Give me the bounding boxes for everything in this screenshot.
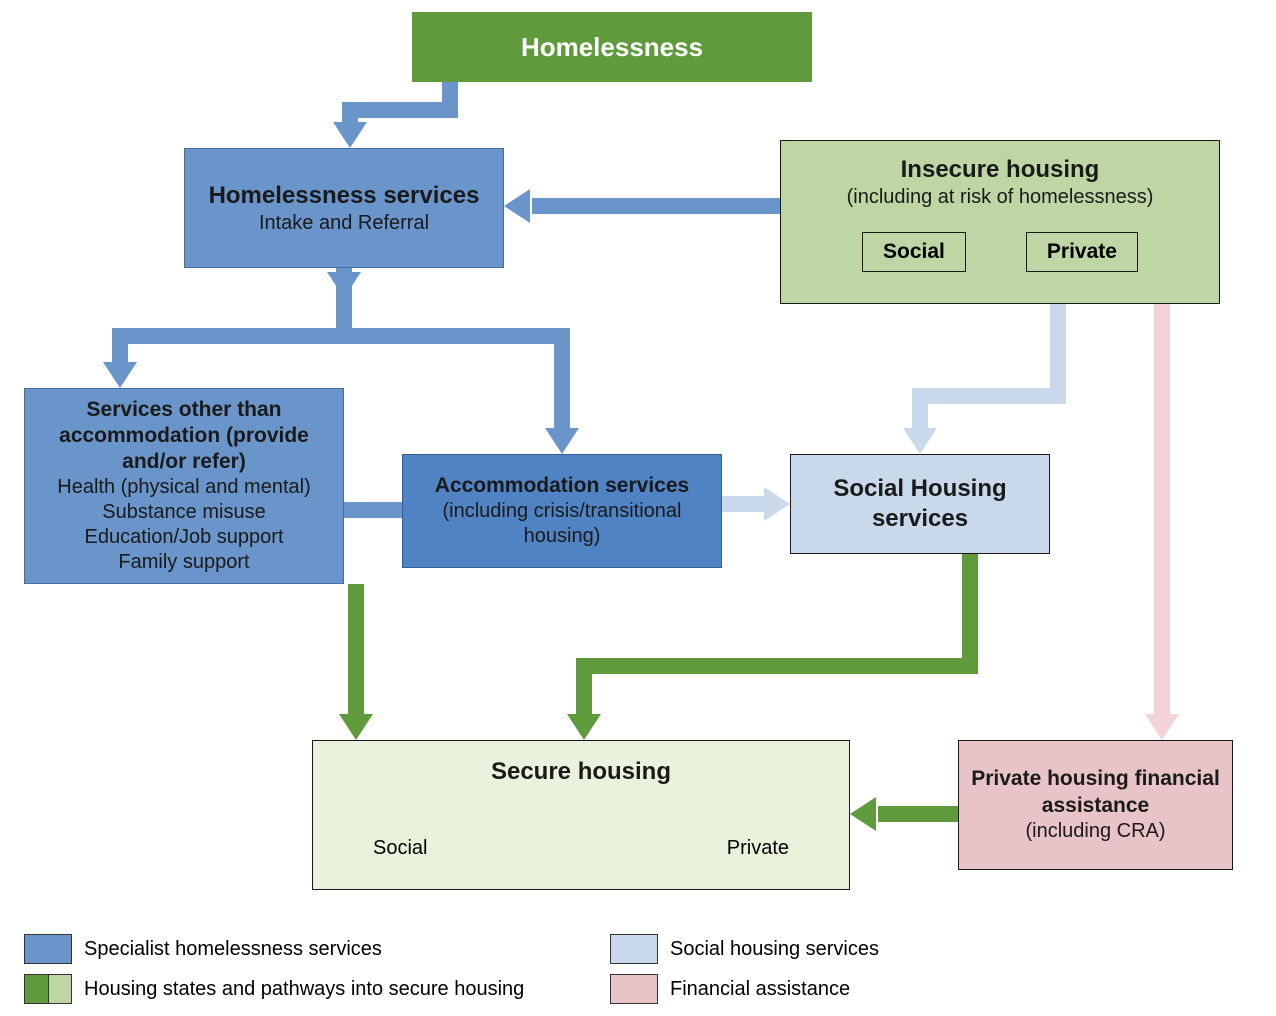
homelessness-title: Homelessness bbox=[521, 31, 703, 64]
services-title: Homelessness services bbox=[209, 181, 480, 211]
other-line-0: Health (physical and mental) bbox=[57, 475, 310, 500]
secure-social-label: Social bbox=[373, 836, 427, 861]
arrow-homelessness-to-services bbox=[333, 82, 450, 148]
arrow-insecure-social-to-socialhousing bbox=[903, 304, 1058, 454]
legend-row: Social housing services bbox=[610, 934, 879, 964]
social-title: Social Housing services bbox=[803, 474, 1037, 534]
legend-label: Specialist homelessness services bbox=[84, 938, 382, 961]
legend-row: Housing states and pathways into secure … bbox=[24, 974, 524, 1004]
other-title: Services other than accommodation (provi… bbox=[37, 397, 331, 476]
legend-right: Social housing services Financial assist… bbox=[610, 934, 879, 1004]
diagram-canvas: Homelessness Homelessness services Intak… bbox=[0, 0, 1276, 1016]
legend-swatch-blue bbox=[24, 934, 72, 964]
legend-label: Financial assistance bbox=[670, 978, 850, 1001]
pfa-sub: (including CRA) bbox=[1025, 819, 1165, 844]
other-line-3: Family support bbox=[118, 550, 249, 575]
accom-title: Accommodation services bbox=[435, 473, 689, 499]
secure-private-label: Private bbox=[727, 836, 789, 861]
box-social-housing: Social Housing services bbox=[790, 454, 1050, 554]
legend-swatch-green-split bbox=[24, 974, 72, 1004]
box-insecure-housing: Insecure housing (including at risk of h… bbox=[780, 140, 1220, 304]
insecure-social-box: Social bbox=[862, 232, 966, 272]
box-other-services: Services other than accommodation (provi… bbox=[24, 388, 344, 584]
legend-swatch-pink bbox=[610, 974, 658, 1004]
other-line-2: Education/Job support bbox=[84, 525, 283, 550]
insecure-title: Insecure housing bbox=[901, 155, 1100, 185]
legend-label: Social housing services bbox=[670, 938, 879, 961]
arrow-other-to-accom bbox=[344, 502, 402, 518]
other-line-1: Substance misuse bbox=[102, 500, 265, 525]
legend-row: Financial assistance bbox=[610, 974, 879, 1004]
legend-swatch-lightblue bbox=[610, 934, 658, 964]
pfa-title: Private housing financial assistance bbox=[971, 766, 1220, 819]
legend-row: Specialist homelessness services bbox=[24, 934, 524, 964]
box-accommodation: Accommodation services (including crisis… bbox=[402, 454, 722, 568]
services-sub: Intake and Referral bbox=[259, 211, 429, 236]
arrow-social-to-secure bbox=[567, 554, 970, 740]
arrow-insecure-private-to-pfa bbox=[1145, 304, 1179, 740]
box-homelessness: Homelessness bbox=[412, 12, 812, 82]
arrow-insecure-to-services bbox=[504, 189, 780, 223]
box-secure-housing: Secure housing Social Private bbox=[312, 740, 850, 890]
secure-title: Secure housing bbox=[491, 757, 671, 787]
accom-sub: (including crisis/transitional housing) bbox=[415, 499, 709, 549]
arrow-other-to-secure bbox=[339, 584, 373, 740]
legend-label: Housing states and pathways into secure … bbox=[84, 978, 524, 1001]
arrow-pfa-to-secure bbox=[850, 797, 958, 831]
arrow-accom-to-social bbox=[722, 487, 790, 521]
insecure-private-box: Private bbox=[1026, 232, 1138, 272]
legend-left: Specialist homelessness services Housing… bbox=[24, 934, 524, 1004]
insecure-sub: (including at risk of homelessness) bbox=[847, 185, 1154, 210]
box-homelessness-services: Homelessness services Intake and Referra… bbox=[184, 148, 504, 268]
box-private-financial-assistance: Private housing financial assistance (in… bbox=[958, 740, 1233, 870]
